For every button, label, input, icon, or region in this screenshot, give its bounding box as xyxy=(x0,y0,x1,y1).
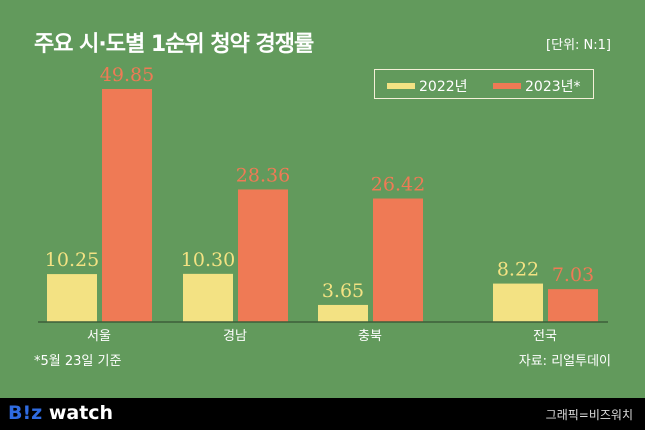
data-label: 3.65 xyxy=(322,280,364,302)
legend-swatch xyxy=(493,83,521,89)
category-label: 서울 xyxy=(87,329,111,344)
source: 자료: 리얼투데이 xyxy=(518,354,611,369)
data-label: 7.03 xyxy=(552,264,594,286)
data-label: 26.42 xyxy=(371,174,425,196)
logo-part: watch xyxy=(42,402,114,424)
category-label: 경남 xyxy=(223,329,247,344)
bar xyxy=(373,198,423,322)
bar xyxy=(548,289,598,322)
category-label: 충북 xyxy=(358,329,382,344)
legend-item-2022: 2022년 xyxy=(387,76,468,96)
bizwatch-logo: B!z watch xyxy=(8,402,113,424)
data-label: 49.85 xyxy=(100,64,154,86)
category-label: 전국 xyxy=(533,329,557,344)
bar xyxy=(493,283,543,322)
data-label: 28.36 xyxy=(236,164,290,186)
footnote: *5월 23일 기준 xyxy=(34,354,122,369)
data-label: 10.30 xyxy=(181,249,235,271)
bar xyxy=(318,304,368,322)
data-label: 10.25 xyxy=(45,249,99,271)
legend-item-2023: 2023년* xyxy=(493,76,581,96)
bar xyxy=(183,273,233,322)
legend: 2022년 2023년* xyxy=(374,69,594,99)
logo-part: B!z xyxy=(8,402,43,424)
bar xyxy=(102,89,152,322)
bar xyxy=(47,274,97,322)
unit-label: [단위: N:1] xyxy=(546,38,611,53)
legend-label: 2023년* xyxy=(525,79,581,95)
footer: B!z watch 그래픽=비즈워치 xyxy=(0,398,645,430)
data-label: 8.22 xyxy=(497,259,539,281)
legend-swatch xyxy=(387,83,415,89)
chart-title: 주요 시·도별 1순위 청약 경쟁률 xyxy=(34,32,314,57)
graphic-credit: 그래픽=비즈워치 xyxy=(545,408,633,422)
legend-label: 2022년 xyxy=(419,79,468,95)
bar xyxy=(238,189,288,322)
